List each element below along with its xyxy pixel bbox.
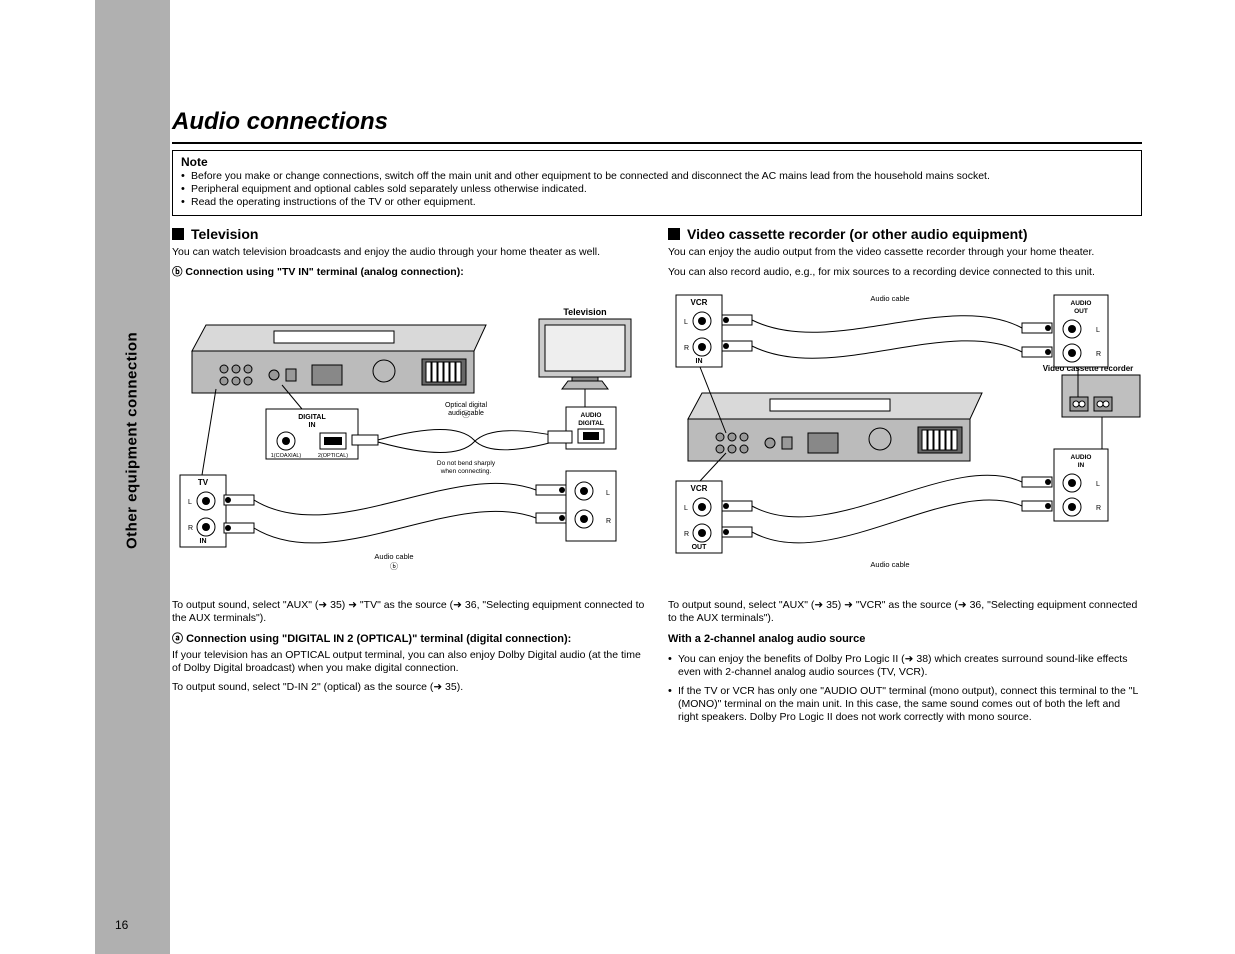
ain-L: L [1096,481,1100,488]
aout-L: L [1096,327,1100,334]
vcr-in-R: R [684,345,689,352]
left-heading: Television [172,226,646,242]
left-diagram: Television DIGITAL IN 1(COAXIAL) 2(OPTIC [172,289,646,589]
coax-label: 1(COAXIAL) [271,453,302,459]
tv-in-L: L [188,499,192,506]
arrow-icon: ➜ [318,599,327,611]
tv-in-R: R [188,525,193,532]
note-bullet-3: Read the operating instructions of the T… [181,196,1133,209]
vcr-out-callout: VCR L R OUT [676,481,722,553]
opt-label: 2(OPTICAL) [318,453,348,459]
right-sub2: You can also record audio, e.g., for mix… [668,266,1142,279]
left-para1: To output sound, select "AUX" (➜ 35) ➜ "… [172,599,646,625]
note-label: Note [181,155,1133,170]
left-h2-text: Connection using "DIGITAL IN 2 (OPTICAL)… [186,633,571,645]
note-bullet-1: Before you make or change connections, s… [181,170,1133,183]
audio-digital-1: AUDIO [581,412,602,419]
cap-b-svg: ⓑ [390,562,398,571]
digital-in-title: DIGITAL [298,414,326,421]
sidebar-label: Other equipment connection [96,200,168,680]
left-cap-b: ⓑ [172,266,183,278]
right-h2: With a 2-channel analog audio source [668,633,1142,647]
left-sub2: ⓑ Connection using "TV IN" terminal (ana… [172,266,646,279]
tv-in-title: TV [198,478,209,487]
left-para1-mid: 35) [327,599,348,611]
vcr-in-title: VCR [691,298,708,307]
right-heading-text: Video cassette recorder (or other audio … [687,226,1027,242]
audio-cable-label: Audio cable [374,552,413,561]
do-not-bend-2: when connecting. [440,468,492,475]
left-para1-pre: To output sound, select "AUX" ( [172,599,318,611]
right-para1: To output sound, select "AUX" (➜ 35) ➜ "… [668,599,1142,625]
svg-text:IN: IN [1078,462,1085,469]
right-sub1: You can enjoy the audio output from the … [668,246,1142,259]
digital-in-callout: DIGITAL IN 1(COAXIAL) 2(OPTICAL) [266,385,358,459]
audio-in-callout: AUDIO IN L R [1054,449,1108,521]
optical-label-2: audio cable [448,410,484,417]
audio-out-callout: AUDIO OUT L R [1054,295,1108,367]
page-number: 16 [115,918,128,932]
svg-text:AUDIO: AUDIO [1071,454,1092,461]
vcr-out-title: VCR [691,484,708,493]
tv-audio-callout: AUDIO DIGITAL L R [566,407,616,541]
svg-text:AUDIO: AUDIO [1071,300,1092,307]
note-bullet-2: Peripheral equipment and optional cables… [181,183,1133,196]
main-unit-icon [192,325,486,393]
left-sub2-text: Connection using "TV IN" terminal (analo… [185,266,463,278]
tv-in-callout: TV L R IN [180,389,226,547]
main-unit-icon-r [688,367,982,481]
col-left: Television You can watch television broa… [172,226,646,724]
col-right: Video cassette recorder (or other audio … [668,226,1142,724]
vcr-in-bottom: IN [696,358,703,365]
right-bullet-2: If the TV or VCR has only one "AUDIO OUT… [668,685,1142,724]
left-para2: If your television has an OPTICAL output… [172,649,646,675]
tv-label: Television [563,307,606,317]
left-heading-text: Television [191,226,258,242]
audio-cable-label-bottom: Audio cable [870,560,909,569]
vcr-out-R: R [684,531,689,538]
title-rule [172,142,1142,144]
left-h2: ⓐ Connection using "DIGITAL IN 2 (OPTICA… [172,633,646,647]
square-bullet-icon [668,228,680,240]
page-root: Other equipment connection Audio connect… [0,0,1235,954]
left-sub1: You can watch television broadcasts and … [172,246,646,259]
left-cap-a: ⓐ [172,633,183,645]
two-columns: Television You can watch television broa… [172,226,1142,724]
vcr-out-L: L [684,505,688,512]
aout-R: R [1096,351,1101,358]
bottom-cable: Audio cable [722,475,1052,569]
audio-cable-left: ⓑ Audio cable [224,483,566,571]
ain-R: R [1096,505,1101,512]
audio-cable-label-top: Audio cable [870,294,909,303]
vcr-in-callout: VCR L R IN [676,295,722,367]
section-title: Audio connections [172,108,1142,136]
television-icon: Television [539,307,631,407]
digital-in-title2: IN [309,422,316,429]
tv-out-L: L [606,490,610,497]
left-para3: To output sound, select "D-IN 2" (optica… [172,681,646,694]
top-cable: Audio cable [722,294,1052,358]
audio-digital-2: DIGITAL [578,420,604,427]
right-heading: Video cassette recorder (or other audio … [668,226,1142,242]
right-diagram: VCR L R IN [668,289,1142,589]
right-bullet-1: You can enjoy the benefits of Dolby Pro … [668,653,1142,679]
vcr-device-icon: Video cassette recorder [1043,364,1140,449]
do-not-bend-1: Do not bend sharply [437,460,496,467]
optical-cable: ⓐ Optical digital audio cable Do not ben… [352,402,572,475]
vcr-in-L: L [684,319,688,326]
square-bullet-icon [172,228,184,240]
arrow-icon: ➜ [348,599,357,611]
svg-text:OUT: OUT [1074,308,1088,315]
tv-out-R: R [606,518,611,525]
optical-label-1: Optical digital [445,402,487,409]
page-content: Audio connections Note Before you make o… [172,108,1142,724]
tv-in-bottom: IN [200,538,207,545]
note-box: Note Before you make or change connectio… [172,150,1142,216]
vcr-out-bottom: OUT [692,544,708,551]
